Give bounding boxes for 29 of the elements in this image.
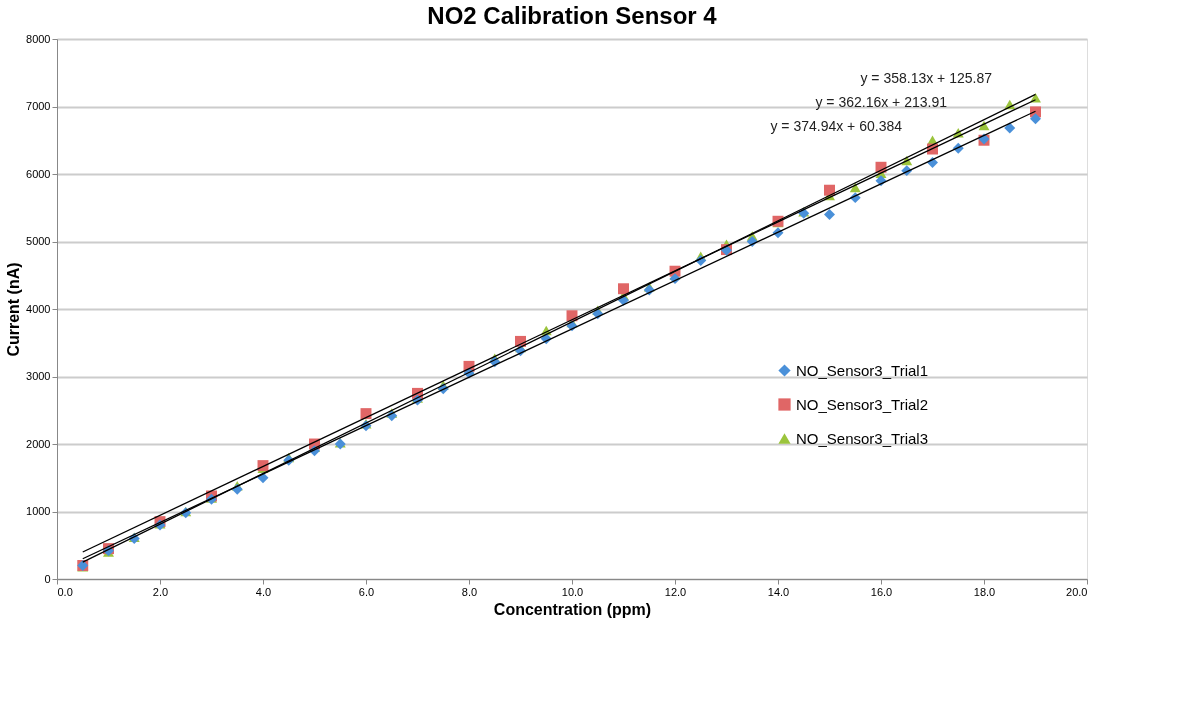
annotation: y = 362.16x + 213.91 [815, 94, 948, 110]
x-tick-label: 6.0 [358, 585, 375, 598]
y-tick-label: 1000 [26, 505, 51, 517]
legend-label: NO_Sensor3_Trial3 [796, 429, 929, 447]
y-tick-label: 8000 [26, 32, 51, 45]
legend-label: NO_Sensor3_Trial2 [796, 395, 929, 413]
x-tick-label: 14.0 [767, 585, 790, 598]
legend-label: NO_Sensor3_Trial1 [796, 361, 929, 379]
y-tick-label: 3000 [26, 370, 51, 382]
y-tick-label: 6000 [26, 167, 51, 180]
chart-title: NO2 Calibration Sensor 4 [427, 2, 718, 29]
x-axis-title: Concentration (ppm) [493, 600, 652, 618]
x-tick-label: 16.0 [870, 585, 893, 598]
y-tick-label: 4000 [26, 302, 51, 315]
x-tick-label: 2.0 [152, 585, 169, 598]
annotation: y = 374.94x + 60.384 [770, 118, 903, 134]
x-tick-label: 20.0 [1066, 585, 1088, 598]
x-tick-label: 4.0 [255, 585, 272, 598]
y-tick-label: 5000 [26, 235, 51, 247]
y-tick-label: 2000 [26, 437, 51, 450]
annotation: y = 358.13x + 125.87 [860, 70, 993, 86]
x-tick-label: 12.0 [664, 585, 687, 598]
y-axis-title: Current (nA) [5, 262, 23, 357]
x-tick-label: 0.0 [57, 585, 73, 598]
x-tick-label: 10.0 [561, 585, 584, 598]
y-tick-label: 0 [44, 572, 51, 585]
y-tick-label: 7000 [26, 100, 51, 112]
x-tick-label: 18.0 [973, 585, 996, 598]
x-tick-label: 8.0 [461, 585, 478, 598]
